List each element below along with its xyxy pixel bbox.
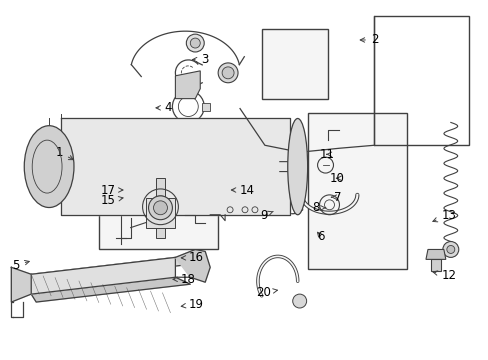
Bar: [307, 113, 406, 269]
Ellipse shape: [24, 126, 74, 207]
Bar: [262, 29, 327, 99]
Text: 15: 15: [101, 194, 123, 207]
Text: 14: 14: [231, 184, 254, 197]
Text: 2: 2: [360, 33, 378, 46]
Polygon shape: [175, 71, 200, 99]
Text: 4: 4: [156, 102, 171, 114]
Ellipse shape: [287, 118, 307, 215]
Circle shape: [222, 67, 234, 79]
Text: 11: 11: [319, 148, 334, 161]
Circle shape: [190, 38, 200, 48]
Polygon shape: [31, 257, 175, 294]
Polygon shape: [11, 267, 31, 302]
Polygon shape: [175, 249, 210, 282]
Text: 7: 7: [331, 191, 341, 204]
Circle shape: [442, 242, 458, 257]
Text: 13: 13: [432, 208, 455, 222]
Bar: [99, 168, 218, 249]
Circle shape: [218, 63, 238, 83]
Polygon shape: [61, 118, 289, 215]
Text: 1: 1: [56, 146, 73, 159]
Text: 18: 18: [173, 273, 195, 286]
Text: 17: 17: [101, 184, 122, 197]
Circle shape: [446, 246, 454, 253]
Polygon shape: [155, 178, 165, 238]
Text: 9: 9: [260, 208, 273, 221]
Polygon shape: [425, 249, 445, 260]
Polygon shape: [430, 260, 440, 271]
Circle shape: [292, 294, 306, 308]
Text: 20: 20: [256, 286, 277, 299]
Circle shape: [148, 196, 172, 220]
Polygon shape: [202, 103, 210, 111]
Circle shape: [153, 201, 167, 215]
Polygon shape: [31, 257, 190, 282]
Text: 16: 16: [181, 251, 203, 264]
Text: 3: 3: [192, 53, 208, 66]
Text: 19: 19: [181, 298, 203, 311]
Text: 6: 6: [317, 230, 324, 243]
Polygon shape: [145, 198, 175, 228]
Polygon shape: [31, 277, 190, 302]
Circle shape: [186, 34, 204, 52]
Bar: [373, 16, 468, 145]
Text: 10: 10: [328, 172, 344, 185]
Text: 12: 12: [432, 269, 455, 282]
Text: 8: 8: [312, 201, 325, 214]
Text: 5: 5: [13, 258, 29, 271]
